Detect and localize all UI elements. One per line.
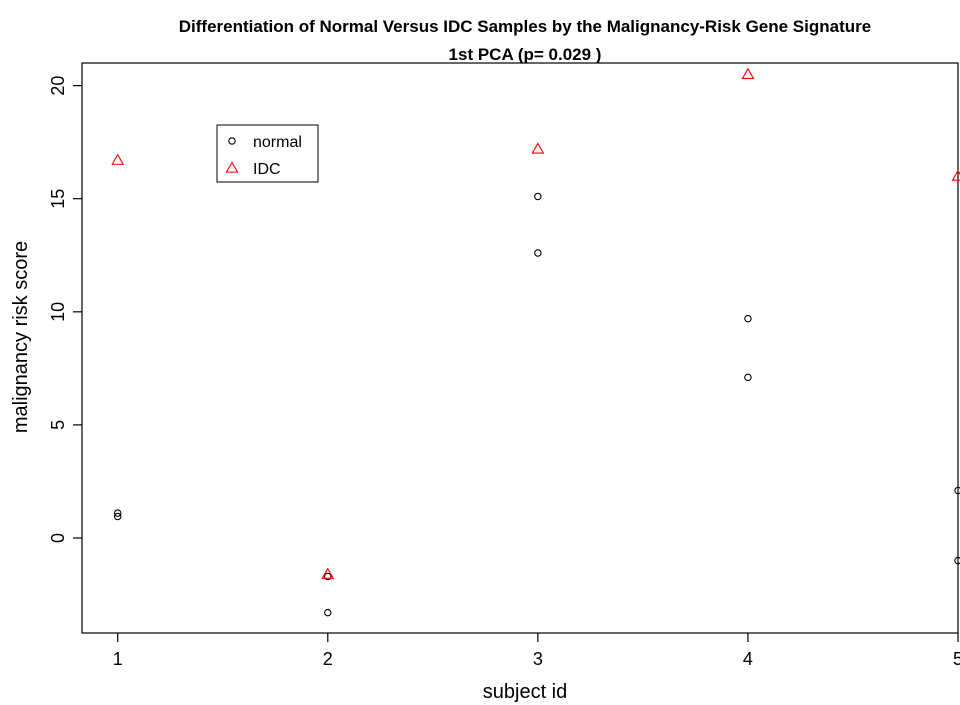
x-axis-label: subject id: [483, 681, 568, 703]
idc-point: [741, 67, 755, 79]
chart-subtitle: 1st PCA (p= 0.029 ): [449, 45, 602, 64]
normal-point: [324, 572, 332, 581]
normal-point: [744, 314, 752, 323]
legend-label: normal: [253, 134, 302, 151]
y-tick-label: 0: [48, 533, 68, 543]
normal-point: [954, 486, 960, 495]
x-tick-label: 3: [533, 649, 543, 669]
y-tick-label: 10: [48, 302, 68, 322]
chart-title: Differentiation of Normal Versus IDC Sam…: [179, 17, 871, 36]
x-tick-label: 2: [323, 649, 333, 669]
data-points: [111, 67, 960, 617]
normal-point: [744, 373, 752, 382]
idc-point: [321, 567, 335, 579]
normal-point: [954, 556, 960, 565]
normal-point: [324, 608, 332, 617]
normal-point: [534, 192, 542, 201]
y-tick-label: 5: [48, 420, 68, 430]
plot-frame: [81, 62, 959, 634]
axes: 1 2 3 4 5 0 5 10 15 20: [48, 62, 960, 669]
idc-point: [531, 142, 545, 154]
y-tick-label: 15: [48, 189, 68, 209]
idc-point: [111, 153, 125, 165]
legend: normal IDC: [216, 124, 319, 183]
x-tick-label: 4: [743, 649, 753, 669]
y-axis-label: malignancy risk score: [10, 241, 32, 433]
x-tick-label: 1: [113, 649, 123, 669]
y-tick-label: 20: [48, 76, 68, 96]
legend-label: IDC: [253, 161, 281, 178]
idc-point: [951, 169, 960, 181]
normal-point: [113, 509, 122, 517]
normal-point: [534, 249, 542, 257]
x-tick-label: 5: [953, 649, 960, 669]
normal-point: [113, 512, 122, 521]
legend-marker-idc: [225, 161, 239, 173]
legend-marker-normal: [228, 137, 236, 145]
